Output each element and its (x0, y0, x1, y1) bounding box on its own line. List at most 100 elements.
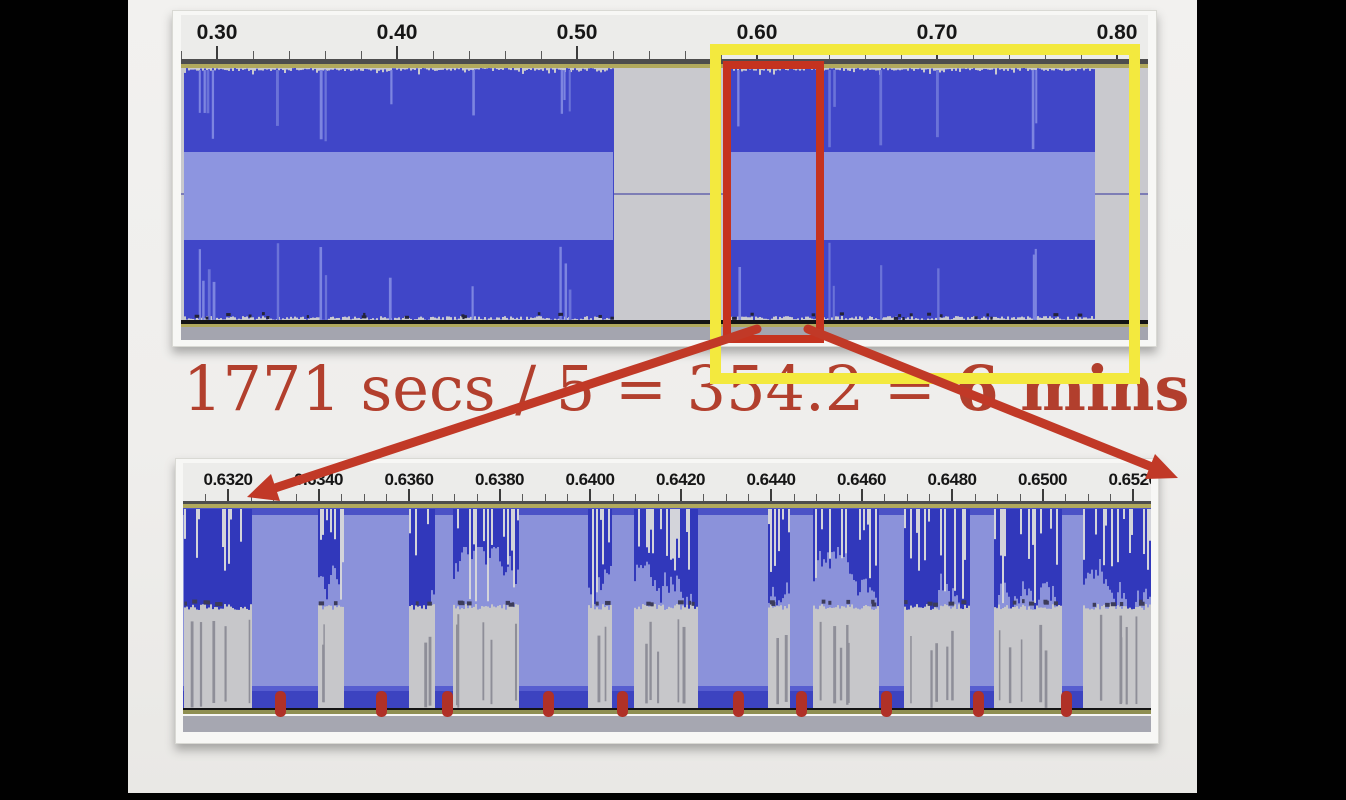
ruler-tick-minor (748, 494, 750, 501)
ruler-tick-major (227, 489, 229, 501)
ruler-tick-minor (973, 51, 974, 59)
ruler-tick-minor (721, 51, 722, 59)
ruler-label: 0.6400 (565, 470, 616, 489)
ruler-tick-minor (1009, 51, 1010, 59)
ruler-tick-minor (685, 51, 686, 59)
pulse-gap-marker-dot (1060, 691, 1072, 717)
ruler-tick-minor (649, 51, 650, 59)
track-center-line (181, 193, 1148, 195)
ruler-tick-major (1041, 489, 1044, 501)
pulse-gap-marker-dot (616, 691, 628, 717)
ruler-tick-minor (974, 494, 976, 501)
ruler-label: 0.40 (376, 21, 418, 44)
ruler-tick-minor (703, 494, 705, 501)
ruler-tick-major (216, 46, 218, 59)
ruler-tick-minor (289, 51, 290, 59)
ruler-tick-minor (635, 494, 637, 501)
ruler-label: 0.6480 (927, 470, 978, 489)
pulse-gap-marker-dot (442, 691, 454, 717)
scroll-strip[interactable] (183, 716, 1151, 732)
ruler-tick-minor (431, 494, 433, 501)
ruler-tick-major (408, 489, 410, 501)
ruler-tick-minor (476, 494, 478, 501)
ruler-tick-major (679, 489, 682, 501)
ruler-tick-major (860, 489, 863, 501)
ruler-tick-minor (454, 494, 456, 501)
ruler-tick-minor (793, 494, 795, 501)
ruler-tick-minor (829, 51, 830, 59)
pulse-gap-marker-dot (542, 691, 554, 717)
ruler-tick-minor (865, 51, 866, 59)
ruler-tick-minor (363, 494, 365, 501)
ruler-tick-minor (1110, 494, 1112, 501)
ruler-tick-minor (295, 494, 297, 501)
track-top-border (181, 64, 1148, 68)
waveform-panel-zoomed: 0.6320 0.6340 0.6360 0.6380 0.6400 0.6420 0.64… (175, 458, 1159, 744)
ruler-tick-minor (386, 494, 388, 501)
pulse-gap-marker-dot (795, 691, 807, 717)
pulse-gap-marker-dot (732, 691, 744, 717)
ruler-tick-major (317, 489, 320, 501)
track-bottom-olive (183, 710, 1151, 714)
ruler-label: 0.6460 (837, 470, 887, 489)
ruler-tick-minor (1087, 494, 1089, 501)
timeline-ruler-zoomed[interactable]: 0.6320 0.6340 0.6360 0.6380 0.6400 0.6420 0.64… (183, 463, 1151, 501)
ruler-tick-minor (1019, 494, 1021, 501)
ruler-tick-major (770, 489, 772, 501)
ruler-tick-minor (341, 494, 343, 501)
ruler-tick-major (589, 489, 591, 501)
ruler-tick-major (576, 46, 578, 59)
ruler-label: 0.6520 (1108, 470, 1152, 489)
ruler-tick-minor (657, 494, 659, 501)
ruler-tick-minor (838, 494, 840, 501)
ruler-tick-minor (544, 494, 546, 501)
audio-track-zoomed[interactable] (183, 508, 1151, 708)
ruler-bottom-bar (183, 501, 1151, 504)
ruler-tick-major (396, 46, 398, 59)
track-top-border (183, 504, 1151, 508)
ruler-tick-minor (325, 51, 326, 59)
ruler-tick-minor (1081, 51, 1082, 59)
ruler-label: 0.50 (556, 21, 598, 44)
ruler-tick-minor (181, 51, 182, 59)
ruler-label: 0.30 (196, 21, 238, 44)
track-bottom-border (183, 708, 1151, 710)
ruler-tick-minor (522, 494, 524, 501)
pulse-gap-marker-dot (880, 691, 892, 717)
ruler-tick-major (498, 489, 501, 501)
ruler-tick-minor (541, 51, 542, 59)
ruler-tick-minor (997, 494, 999, 501)
ruler-tick-minor (250, 494, 252, 501)
pulse-gap-marker-dot (274, 691, 286, 717)
ruler-tick-minor (793, 51, 794, 59)
ruler-tick-minor (901, 51, 902, 59)
ruler-label: 0.70 (916, 21, 958, 44)
pulse-gap-marker-dot (376, 691, 388, 717)
ruler-bottom-bar (181, 59, 1148, 64)
ruler-label: 0.6380 (475, 470, 525, 489)
ruler-tick-minor (725, 494, 727, 501)
ruler-label: 0.6340 (294, 470, 344, 489)
ruler-label: 0.6360 (384, 470, 435, 489)
ruler-tick-minor (469, 51, 470, 59)
track-bottom-border (181, 320, 1148, 324)
ruler-tick-minor (273, 494, 275, 501)
ruler-tick-minor (433, 51, 434, 59)
ruler-label: 0.6440 (746, 470, 797, 489)
ruler-label: 0.6420 (656, 470, 706, 489)
ruler-tick-major (951, 489, 953, 501)
ruler-tick-minor (613, 51, 614, 59)
ruler-tick-minor (1045, 51, 1046, 59)
red-selection-box (723, 61, 824, 343)
ruler-tick-major (1132, 489, 1134, 501)
ruler-tick-minor (361, 51, 362, 59)
ruler-label: 0.80 (1096, 21, 1138, 44)
ruler-tick-minor (612, 494, 614, 501)
ruler-label: 0.60 (736, 21, 778, 44)
waveform-zoomed (183, 508, 1151, 708)
ruler-tick-minor (929, 494, 931, 501)
ruler-tick-minor (816, 494, 818, 501)
ruler-tick-minor (884, 494, 886, 501)
ruler-tick-minor (567, 494, 569, 501)
